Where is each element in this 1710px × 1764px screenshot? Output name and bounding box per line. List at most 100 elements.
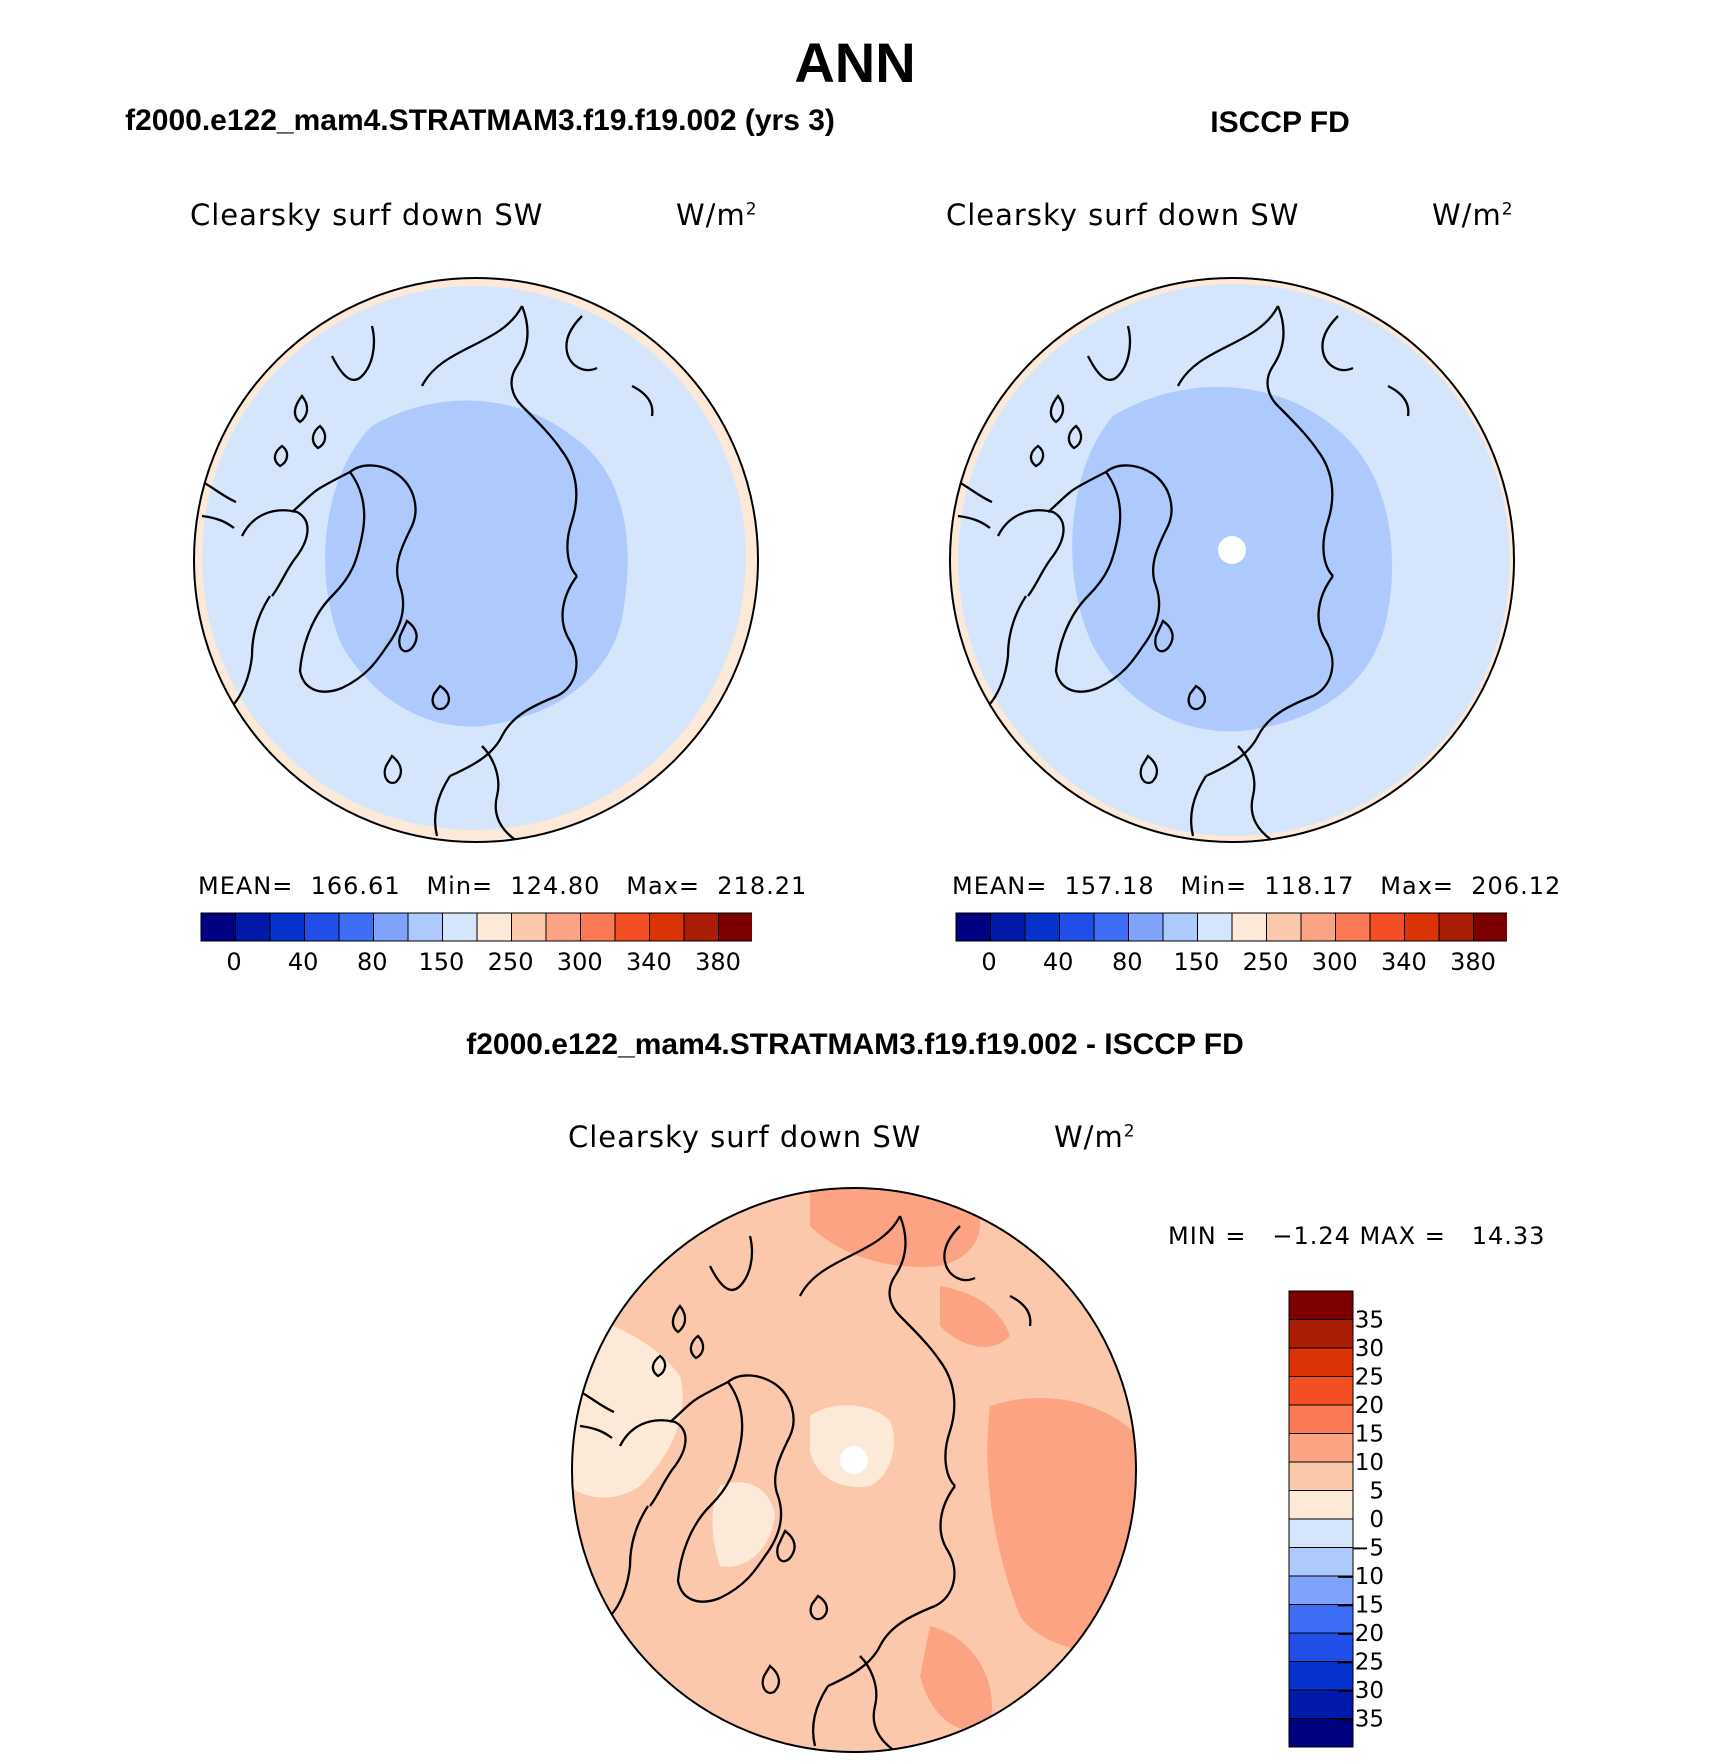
colorbar-swatch (955, 912, 991, 942)
colorbar-tick-label: 15 (1355, 1422, 1384, 1448)
map-boundary-circle (949, 277, 1515, 843)
left-colorbar: 0 40 80 150 250 300 340 380 (200, 912, 752, 974)
colorbar-swatch (1059, 912, 1095, 942)
colorbar-swatch (1369, 912, 1405, 942)
colorbar-swatch (1288, 1404, 1354, 1434)
colorbar-swatch (304, 912, 340, 942)
light-region-west (572, 1306, 683, 1498)
colorbar-swatch (511, 912, 547, 942)
colorbar-tick-label: 40 (1043, 948, 1074, 974)
colorbar-swatch (1288, 1575, 1354, 1605)
colorbar-swatch (1288, 1632, 1354, 1662)
right-polar-map (949, 277, 1515, 843)
colorbar-swatch (1288, 1689, 1354, 1719)
colorbar-tick-label: 0 (226, 948, 241, 974)
main-title: ANN (794, 31, 916, 94)
coastlines (572, 1215, 1032, 1752)
warm-region-northeast (940, 1286, 1010, 1347)
colorbar-tick-label: 80 (357, 948, 388, 974)
colorbar-swatch (649, 912, 685, 942)
right-stats: MEAN= 157.18 Min= 118.17 Max= 206.12 (952, 872, 1562, 900)
darker-blue-region (325, 400, 628, 727)
colorbar-tick-label: 300 (1312, 948, 1358, 974)
diff-units-label: W/m2 (1054, 1120, 1136, 1154)
colorbar-swatch (1128, 912, 1164, 942)
colorbar-swatch (1288, 1290, 1354, 1320)
colorbar-swatch (407, 912, 443, 942)
colorbar-tick-label: 340 (626, 948, 672, 974)
colorbar-swatch (1288, 1461, 1354, 1491)
colorbar-swatch (338, 912, 374, 942)
diff-panel-title: f2000.e122_mam4.STRATMAM3.f19.f19.002 - … (466, 1028, 1244, 1061)
diff-variable-label: Clearsky surf down SW (568, 1120, 922, 1154)
colorbar-tick-label: 250 (1243, 948, 1289, 974)
colorbar-tick-label: −30 (1335, 1678, 1384, 1704)
colorbar-tick-label: 380 (1450, 948, 1496, 974)
colorbar-tick-label: 5 (1369, 1479, 1384, 1505)
colorbar-tick-label: 300 (557, 948, 603, 974)
colorbar-swatch (235, 912, 271, 942)
colorbar-tick-label: 30 (1355, 1336, 1384, 1362)
colorbar-swatch (1300, 912, 1336, 942)
colorbar-swatch (683, 912, 719, 942)
colorbar-swatch (1197, 912, 1233, 942)
colorbar-tick-label: −10 (1335, 1564, 1384, 1590)
colorbar-tick-label: 0 (1369, 1507, 1384, 1533)
left-polar-map (193, 277, 759, 843)
colorbar-tick-label: 150 (419, 948, 465, 974)
colorbar-tick-label: 35 (1355, 1308, 1384, 1334)
colorbar-swatch (545, 912, 581, 942)
map-boundary-circle (193, 277, 759, 843)
colorbar-swatch (269, 912, 305, 942)
colorbar-swatch (1288, 1490, 1354, 1520)
colorbar-tick-label: 250 (488, 948, 534, 974)
colorbar-swatch (476, 912, 512, 942)
colorbar-swatch (1162, 912, 1198, 942)
colorbar-swatch (1288, 1718, 1354, 1748)
colorbar-swatch (1288, 1319, 1354, 1349)
colorbar-swatch (373, 912, 409, 942)
colorbar-swatch (580, 912, 616, 942)
left-variable-label: Clearsky surf down SW (190, 198, 544, 232)
colorbar-swatch (1288, 1347, 1354, 1377)
right-variable-label: Clearsky surf down SW (946, 198, 1300, 232)
coastlines (194, 305, 654, 842)
colorbar-swatch (1288, 1547, 1354, 1577)
colorbar-tick-label: 0 (981, 948, 996, 974)
colorbar-tick-label: 10 (1355, 1450, 1384, 1476)
warm-region-north (810, 1188, 980, 1267)
colorbar-swatch (1266, 912, 1302, 942)
missing-data-pole (1218, 536, 1246, 564)
colorbar-swatch (1288, 1518, 1354, 1548)
colorbar-tick-label: 150 (1174, 948, 1220, 974)
colorbar-tick-label: −5 (1350, 1536, 1384, 1562)
colorbar-tick-label: 25 (1355, 1365, 1384, 1391)
colorbar-swatch (1093, 912, 1129, 942)
colorbar-swatch (1288, 1433, 1354, 1463)
warm-region-southeast (920, 1626, 992, 1731)
diff-stats: MIN = −1.24 MAX = 14.33 (1168, 1222, 1546, 1250)
right-panel-title: ISCCP FD (1210, 106, 1350, 139)
missing-data-pole (840, 1446, 868, 1474)
diff-polar-map (571, 1187, 1137, 1753)
colorbar-swatch (1024, 912, 1060, 942)
colorbar-tick-label: 20 (1355, 1393, 1384, 1419)
colorbar-swatch (990, 912, 1026, 942)
light-region-greenland (712, 1482, 775, 1567)
colorbar-swatch (1438, 912, 1474, 942)
light-region-pole (810, 1405, 894, 1487)
colorbar-swatch (442, 912, 478, 942)
colorbar-swatch (1288, 1376, 1354, 1406)
colorbar-swatch (718, 912, 752, 942)
colorbar-tick-label: 380 (695, 948, 741, 974)
colorbar-swatch (1335, 912, 1371, 942)
warm-region-east (987, 1398, 1136, 1656)
colorbar-swatch (614, 912, 650, 942)
left-units-label: W/m2 (676, 198, 758, 232)
colorbar-tick-label: 340 (1381, 948, 1427, 974)
map-boundary-circle (571, 1187, 1137, 1753)
right-units-label: W/m2 (1432, 198, 1514, 232)
colorbar-swatch (1473, 912, 1507, 942)
colorbar-tick-label: −15 (1335, 1593, 1384, 1619)
